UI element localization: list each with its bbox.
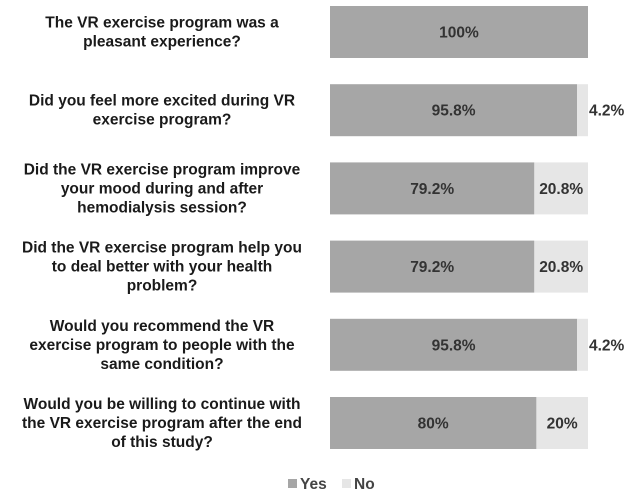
data-label-no: 20.8% [539, 259, 583, 276]
category-label-line: your mood during and after [61, 180, 263, 197]
category-label-line: same condition? [100, 356, 223, 373]
data-label-no: 20% [547, 416, 578, 433]
legend-swatch-no [342, 479, 351, 488]
category-label: Did the VR exercise program help you to d… [22, 240, 302, 295]
category-label-line: of this study? [111, 434, 213, 451]
data-label-no: 20.8% [539, 181, 583, 198]
data-label-no: 4.2% [589, 337, 625, 354]
category-label: Would you recommend the VR exercise progr… [29, 318, 295, 373]
legend-label-yes: Yes [300, 476, 327, 493]
category-label-line: the VR exercise program after the end [22, 415, 302, 432]
category-label-line: Did the VR exercise program help you [22, 240, 302, 257]
bar-no [534, 162, 588, 215]
bar-no [577, 318, 588, 371]
category-label-line: The VR exercise program was a [45, 15, 279, 32]
category-label: Did the VR exercise program improve your … [24, 161, 301, 216]
bar-yes [330, 162, 535, 215]
data-label-no: 4.2% [589, 103, 625, 120]
category-label-line: pleasant experience? [83, 34, 241, 51]
bar-no [536, 397, 588, 449]
data-label-yes: 95.8% [432, 337, 476, 354]
category-label-line: exercise program to people with the [29, 337, 295, 354]
category-label-line: to deal better with your health [52, 259, 272, 276]
bar-yes [330, 318, 578, 371]
legend-label-no: No [354, 476, 375, 493]
category-label-line: Would you recommend the VR [50, 318, 275, 335]
data-label-yes: 100% [439, 25, 479, 42]
legend-swatch-yes [288, 479, 297, 488]
bar-yes [330, 84, 578, 137]
bar-yes [330, 6, 588, 58]
data-label-yes: 79.2% [410, 181, 454, 198]
data-label-yes: 79.2% [410, 259, 454, 276]
category-label-line: Did the VR exercise program improve [24, 161, 301, 178]
category-label-line: Did you feel more excited during VR [29, 93, 295, 110]
legend: Yes No [288, 476, 375, 493]
bar-yes [330, 397, 537, 449]
data-label-yes: 95.8% [432, 103, 476, 120]
category-label: The VR exercise program was a pleasant ex… [45, 15, 279, 51]
plot-area: The VR exercise program was a pleasant ex… [22, 6, 625, 451]
category-label-line: hemodialysis session? [77, 199, 247, 216]
bar-no [577, 84, 588, 137]
category-label-line: problem? [127, 278, 198, 295]
data-label-yes: 80% [418, 416, 449, 433]
category-label: Would you be willing to continue with the… [22, 396, 302, 451]
category-label-line: Would you be willing to continue with [24, 396, 301, 413]
category-label-line: exercise program? [93, 112, 232, 129]
bar-yes [330, 240, 535, 293]
category-label: Did you feel more excited during VR exerc… [29, 93, 295, 129]
bar-no [534, 240, 588, 293]
